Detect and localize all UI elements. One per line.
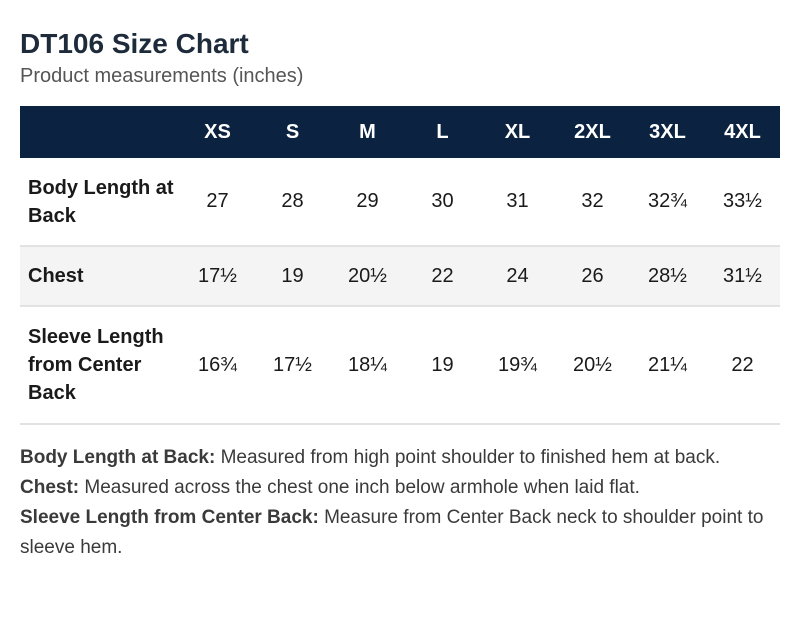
page-title: DT106 Size Chart [20, 28, 249, 59]
table-cell: 26 [555, 246, 630, 307]
col-header-l: L [436, 120, 449, 143]
table-cell: 32¾ [630, 158, 705, 247]
table-header-row: XS S M L XL 2XL 3XL 4XL [20, 106, 780, 158]
note-text: Measure from Center Back neck to shoulde… [20, 507, 764, 558]
table-cell: 17½ [180, 246, 255, 307]
header-corner [20, 106, 180, 158]
table-cell: 20½ [555, 306, 630, 425]
table-cell: 20½ [330, 246, 405, 307]
table-cell: 19 [405, 306, 480, 425]
table-cell: 30 [405, 158, 480, 247]
table-cell: 28½ [630, 246, 705, 307]
table-row-chest: Chest 17½ 19 20½ 22 24 26 28½ 31½ [20, 246, 780, 307]
note-chest: Chest: Measured across the chest one inc… [20, 473, 780, 503]
page-subtitle: Product measurements (inches) [20, 65, 304, 87]
size-table: XS S M L XL 2XL 3XL 4XL Body Length at B… [20, 106, 780, 425]
table-cell: 16¾ [180, 306, 255, 425]
note-sleeve-length: Sleeve Length from Center Back: Measure … [20, 503, 780, 563]
table-cell: 29 [330, 158, 405, 247]
table-cell: 22 [405, 246, 480, 307]
table-cell: 32 [555, 158, 630, 247]
row-label: Chest [20, 246, 180, 307]
table-cell: 33½ [705, 158, 780, 247]
row-label: Sleeve Length from Center Back [20, 306, 180, 425]
note-term: Chest: [20, 477, 80, 498]
table-cell: 22 [705, 306, 780, 425]
col-header-4xl: 4XL [724, 120, 761, 143]
row-label: Body Length at Back [20, 158, 180, 247]
table-cell: 31½ [705, 246, 780, 307]
col-header-s: S [285, 120, 300, 143]
note-text: Measured from high point shoulder to fin… [215, 447, 721, 468]
table-row-sleeve-length: Sleeve Length from Center Back 16¾ 17½ 1… [20, 306, 780, 425]
col-header-xl: XL [504, 120, 531, 143]
table-cell: 19¾ [480, 306, 555, 425]
col-header-3xl: 3XL [649, 120, 686, 143]
note-text: Measured across the chest one inch below… [79, 477, 640, 498]
table-cell: 28 [255, 158, 330, 247]
note-body-length: Body Length at Back: Measured from high … [20, 443, 780, 473]
size-chart: DT106 Size Chart Product measurements (i… [20, 0, 780, 563]
col-header-xs: XS [204, 120, 231, 143]
col-header-m: M [359, 120, 376, 143]
table-row-body-length: Body Length at Back 27 28 29 30 31 32 32… [20, 158, 780, 247]
col-header-2xl: 2XL [574, 120, 611, 143]
table-cell: 24 [480, 246, 555, 307]
note-term: Body Length at Back: [20, 447, 216, 468]
table-cell: 17½ [255, 306, 330, 425]
measurement-notes: Body Length at Back: Measured from high … [20, 443, 780, 563]
table-cell: 18¼ [330, 306, 405, 425]
table-cell: 31 [480, 158, 555, 247]
note-term: Sleeve Length from Center Back: [20, 507, 319, 528]
table-cell: 19 [255, 246, 330, 307]
table-cell: 21¼ [630, 306, 705, 425]
table-cell: 27 [180, 158, 255, 247]
